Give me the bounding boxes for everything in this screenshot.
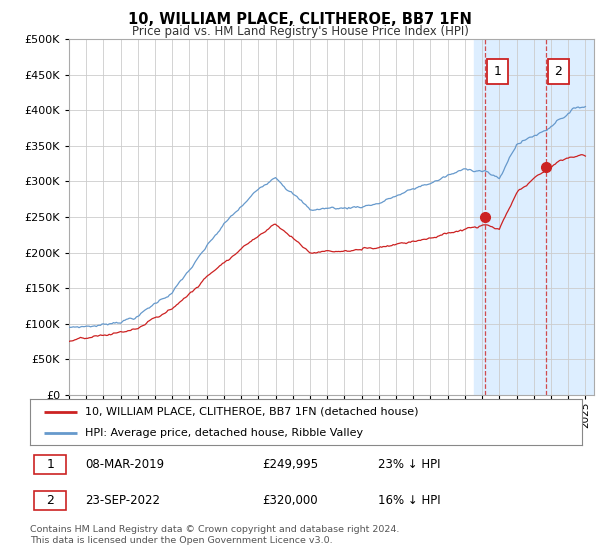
10, WILLIAM PLACE, CLITHEROE, BB7 1FN (detached house) — [518, 185, 526, 192]
HPI: Average price, detached house, Ribble Valley: (2e+03, 9.59e+04): Average price, detached house, Ribble Va… — [81, 323, 88, 330]
Text: HPI: Average price, detached house, Ribble Valley: HPI: Average price, detached house, Ribb… — [85, 428, 364, 438]
HPI: Average price, detached house, Ribble Valley: (2e+03, 9.5e+04): Average price, detached house, Ribble Va… — [65, 324, 73, 330]
HPI: Average price, detached house, Ribble Valley: (2.01e+03, 2.7e+05): Average price, detached house, Ribble Va… — [378, 199, 385, 206]
Text: 10, WILLIAM PLACE, CLITHEROE, BB7 1FN: 10, WILLIAM PLACE, CLITHEROE, BB7 1FN — [128, 12, 472, 27]
HPI: Average price, detached house, Ribble Valley: (2e+03, 9.44e+04): Average price, detached house, Ribble Va… — [76, 324, 83, 331]
Text: 10, WILLIAM PLACE, CLITHEROE, BB7 1FN (detached house): 10, WILLIAM PLACE, CLITHEROE, BB7 1FN (d… — [85, 407, 419, 417]
Text: 08-MAR-2019: 08-MAR-2019 — [85, 458, 164, 471]
Bar — [473, 39, 594, 395]
Text: £249,995: £249,995 — [262, 458, 318, 471]
HPI: Average price, detached house, Ribble Valley: (2.01e+03, 2.78e+05): Average price, detached house, Ribble Va… — [389, 194, 397, 200]
FancyBboxPatch shape — [34, 491, 67, 510]
10, WILLIAM PLACE, CLITHEROE, BB7 1FN (detached house) — [161, 310, 169, 316]
10, WILLIAM PLACE, CLITHEROE, BB7 1FN (detached house) — [577, 151, 584, 158]
HPI: Average price, detached house, Ribble Valley: (2.02e+03, 4.05e+05): Average price, detached house, Ribble Va… — [582, 103, 589, 110]
10, WILLIAM PLACE, CLITHEROE, BB7 1FN (detached house) — [65, 338, 73, 345]
HPI: Average price, detached house, Ribble Valley: (2.02e+03, 3.58e+05): Average price, detached house, Ribble Va… — [520, 137, 527, 144]
Line: 10, WILLIAM PLACE, CLITHEROE, BB7 1FN (detached house): 10, WILLIAM PLACE, CLITHEROE, BB7 1FN (d… — [69, 155, 586, 342]
10, WILLIAM PLACE, CLITHEROE, BB7 1FN (detached house) — [359, 245, 367, 251]
10, WILLIAM PLACE, CLITHEROE, BB7 1FN (detached house) — [80, 335, 87, 342]
Text: Contains HM Land Registry data © Crown copyright and database right 2024.
This d: Contains HM Land Registry data © Crown c… — [30, 525, 400, 545]
Text: 23-SEP-2022: 23-SEP-2022 — [85, 494, 160, 507]
10, WILLIAM PLACE, CLITHEROE, BB7 1FN (detached house) — [582, 153, 589, 160]
Line: HPI: Average price, detached house, Ribble Valley: HPI: Average price, detached house, Ribb… — [69, 106, 586, 328]
FancyBboxPatch shape — [34, 455, 67, 474]
Text: 23% ↓ HPI: 23% ↓ HPI — [378, 458, 440, 471]
Text: 1: 1 — [493, 65, 501, 78]
10, WILLIAM PLACE, CLITHEROE, BB7 1FN (detached house) — [388, 242, 395, 249]
HPI: Average price, detached house, Ribble Valley: (2e+03, 1.37e+05): Average price, detached house, Ribble Va… — [163, 294, 170, 301]
Text: 1: 1 — [46, 458, 55, 471]
10, WILLIAM PLACE, CLITHEROE, BB7 1FN (detached house) — [377, 244, 384, 250]
FancyBboxPatch shape — [487, 59, 508, 83]
Text: 2: 2 — [46, 494, 55, 507]
Text: Price paid vs. HM Land Registry's House Price Index (HPI): Price paid vs. HM Land Registry's House … — [131, 25, 469, 38]
Text: £320,000: £320,000 — [262, 494, 317, 507]
Text: 16% ↓ HPI: 16% ↓ HPI — [378, 494, 440, 507]
HPI: Average price, detached house, Ribble Valley: (2.01e+03, 2.65e+05): Average price, detached house, Ribble Va… — [361, 203, 368, 209]
Text: 2: 2 — [554, 65, 562, 78]
FancyBboxPatch shape — [548, 59, 569, 83]
